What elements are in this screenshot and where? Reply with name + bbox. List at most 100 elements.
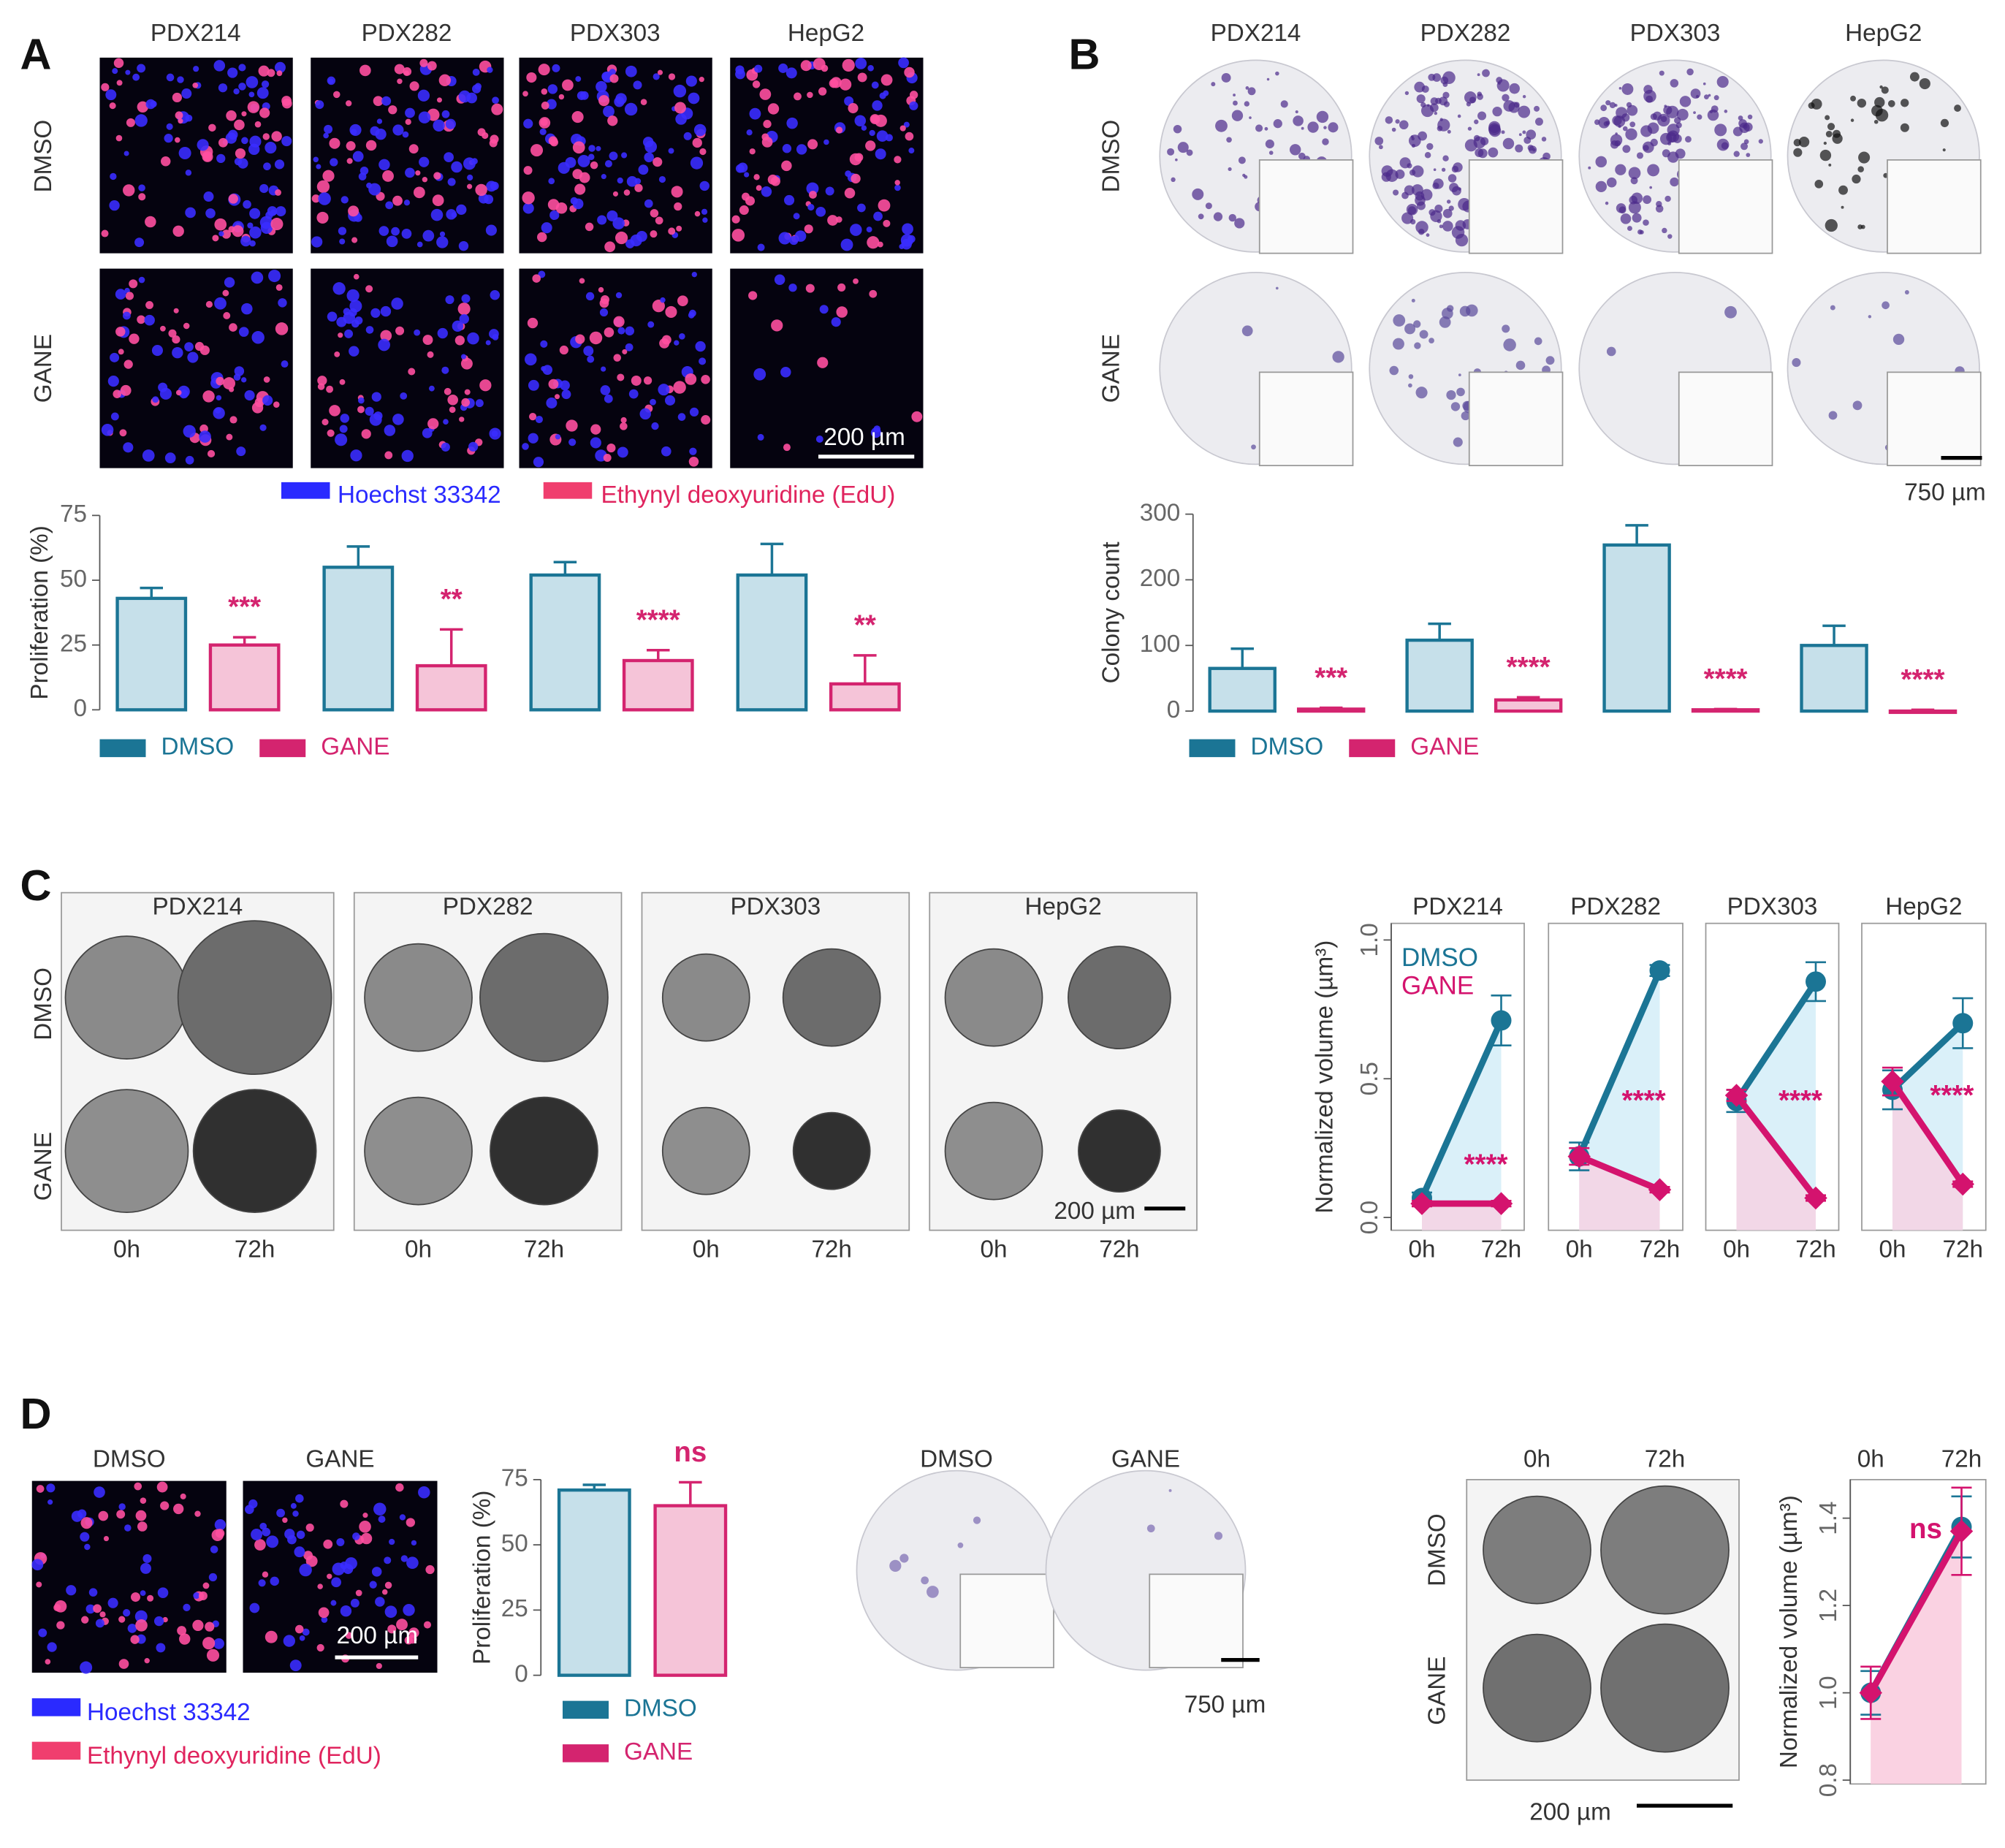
nucleus bbox=[240, 235, 251, 247]
nucleus bbox=[123, 151, 129, 156]
nucleus bbox=[857, 203, 866, 213]
colony bbox=[1647, 164, 1660, 177]
nucleus bbox=[365, 326, 374, 334]
nucleus bbox=[683, 132, 692, 140]
nucleus bbox=[355, 1589, 362, 1597]
colony bbox=[1428, 209, 1436, 216]
nucleus bbox=[183, 1603, 191, 1611]
nucleus bbox=[590, 161, 598, 170]
colony bbox=[927, 1586, 939, 1598]
nucleus bbox=[270, 1576, 279, 1586]
colony bbox=[1228, 213, 1236, 222]
nucleus bbox=[138, 193, 146, 201]
stain-swatch bbox=[31, 1741, 81, 1760]
nucleus bbox=[693, 123, 707, 137]
significance: **** bbox=[1930, 1080, 1974, 1111]
y-tick-label: 50 bbox=[501, 1530, 528, 1557]
nucleus bbox=[376, 118, 383, 124]
nucleus bbox=[243, 199, 251, 209]
nucleus bbox=[214, 297, 227, 310]
nucleus bbox=[547, 84, 558, 94]
nucleus bbox=[746, 129, 753, 136]
nucleus bbox=[523, 118, 533, 129]
nucleus bbox=[528, 379, 539, 391]
nucleus bbox=[218, 83, 228, 93]
nucleus bbox=[351, 237, 358, 243]
nucleus bbox=[365, 406, 374, 416]
nucleus bbox=[370, 308, 381, 318]
nucleus bbox=[384, 1581, 392, 1589]
point bbox=[1489, 1192, 1513, 1215]
nucleus bbox=[821, 64, 829, 72]
colony bbox=[1827, 123, 1835, 131]
colony bbox=[1857, 166, 1864, 172]
nucleus bbox=[671, 186, 683, 198]
nucleus bbox=[459, 313, 469, 324]
nucleus bbox=[533, 457, 544, 468]
nucleus bbox=[829, 78, 839, 88]
colony bbox=[1663, 105, 1673, 115]
nucleus bbox=[305, 1523, 314, 1532]
bar bbox=[1296, 707, 1366, 713]
y-axis-label: Normalized volume (µm³) bbox=[1312, 940, 1339, 1214]
nucleus bbox=[668, 148, 674, 154]
nucleus bbox=[134, 237, 145, 248]
nucleus bbox=[735, 69, 745, 80]
nucleus bbox=[116, 1510, 126, 1519]
nucleus bbox=[202, 390, 215, 403]
nucleus bbox=[604, 160, 612, 168]
nucleus bbox=[346, 100, 352, 107]
nucleus bbox=[472, 84, 482, 94]
nucleus bbox=[140, 1497, 147, 1504]
colony bbox=[1428, 338, 1434, 344]
nucleus bbox=[428, 385, 435, 392]
significance: ** bbox=[854, 610, 876, 642]
nucleus bbox=[251, 331, 265, 344]
nucleus bbox=[338, 332, 343, 338]
nucleus bbox=[771, 319, 783, 332]
nucleus bbox=[807, 139, 818, 150]
column-label: HepG2 bbox=[788, 20, 864, 47]
nucleus bbox=[819, 305, 829, 314]
nucleus bbox=[339, 238, 346, 245]
nucleus bbox=[604, 327, 615, 338]
nucleus bbox=[275, 206, 286, 217]
nucleus bbox=[443, 419, 449, 425]
column-label: PDX214 bbox=[152, 893, 243, 920]
nucleus bbox=[538, 64, 550, 76]
y-tick-label: 0.8 bbox=[1815, 1763, 1842, 1797]
nucleus bbox=[854, 153, 864, 162]
nucleus bbox=[160, 325, 166, 332]
nucleus bbox=[617, 446, 628, 458]
nucleus bbox=[311, 194, 320, 203]
nucleus bbox=[317, 1583, 323, 1589]
nucleus bbox=[214, 1519, 227, 1531]
column-label: PDX214 bbox=[1211, 20, 1301, 47]
nucleus bbox=[172, 92, 182, 103]
colony bbox=[1275, 286, 1279, 290]
nucleus bbox=[651, 422, 659, 430]
nucleus bbox=[617, 327, 625, 335]
nucleus bbox=[487, 66, 493, 73]
nucleus bbox=[405, 107, 415, 118]
colony bbox=[1186, 149, 1193, 156]
nucleus bbox=[175, 111, 183, 120]
colony bbox=[1503, 100, 1515, 112]
nucleus bbox=[522, 91, 528, 97]
nucleus bbox=[123, 360, 133, 369]
colony bbox=[1502, 324, 1510, 333]
colony bbox=[1167, 148, 1175, 156]
nucleus bbox=[780, 366, 791, 378]
y-tick-label: 300 bbox=[1140, 499, 1180, 526]
nucleus bbox=[839, 78, 852, 91]
line bbox=[1733, 979, 1819, 1103]
nucleus bbox=[631, 376, 642, 386]
nucleus bbox=[689, 407, 699, 417]
nucleus bbox=[853, 278, 859, 284]
time-label: 72h bbox=[524, 1236, 564, 1263]
colony bbox=[1616, 107, 1627, 119]
colony bbox=[1244, 101, 1250, 107]
colony bbox=[1541, 137, 1547, 142]
nucleus bbox=[872, 100, 883, 111]
colony bbox=[1301, 126, 1304, 130]
